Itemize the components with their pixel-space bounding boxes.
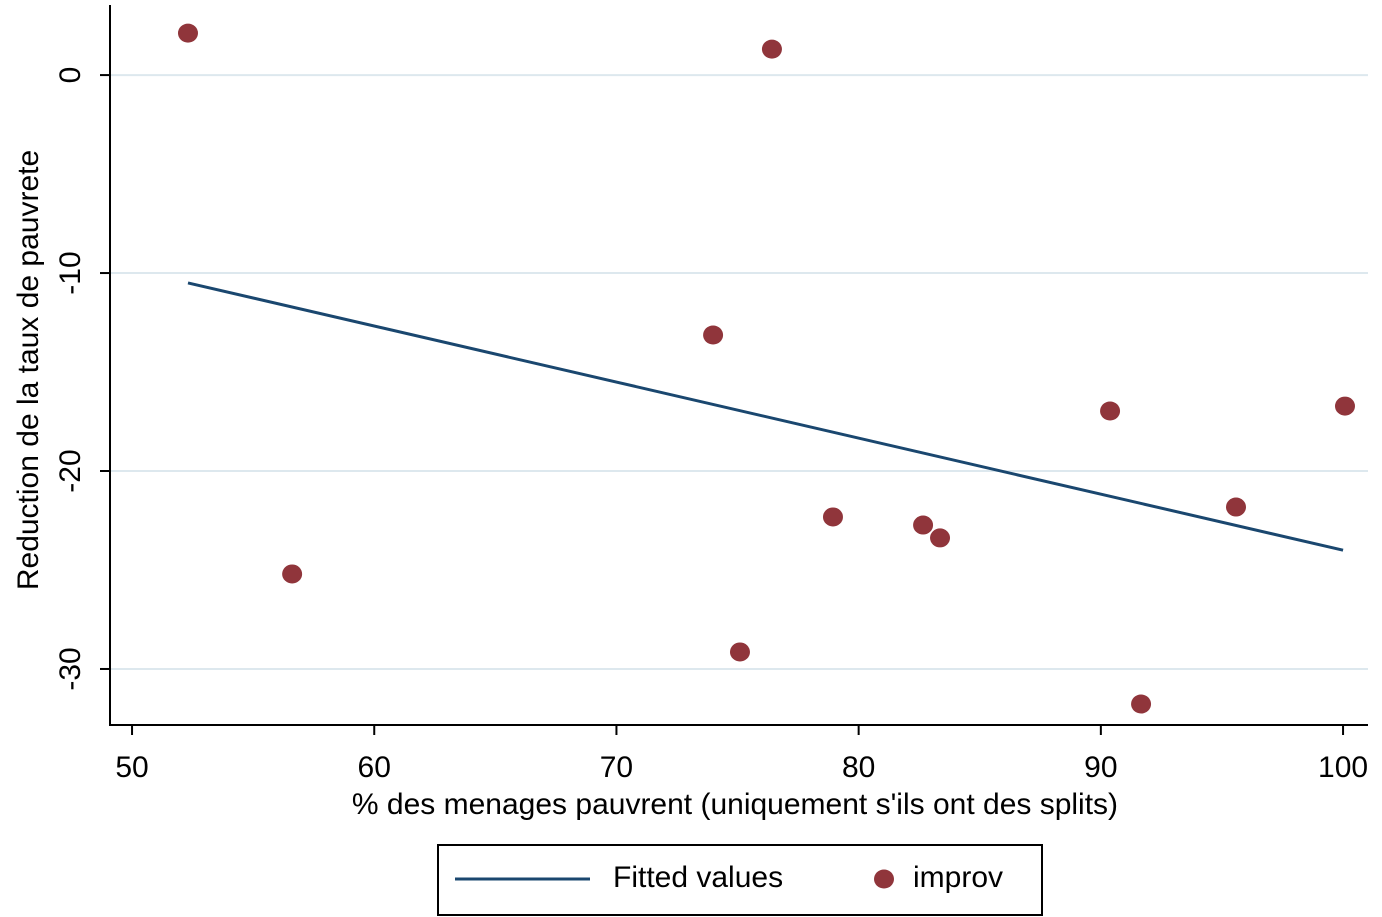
x-tick-label: 60 xyxy=(358,751,391,784)
point xyxy=(282,564,303,584)
y-tick-label: 0 xyxy=(54,67,87,84)
fit-line xyxy=(187,281,1344,552)
y-axis-title: Reduction de la taux de pauvrete xyxy=(12,150,45,590)
legend-label: improv xyxy=(913,861,1003,894)
point xyxy=(761,39,782,59)
x-axis-title: % des menages pauvrent (uniquement s'ils… xyxy=(352,788,1118,821)
point xyxy=(1225,497,1246,517)
point xyxy=(177,23,198,43)
x-tick-label: 90 xyxy=(1084,751,1117,784)
point xyxy=(930,528,951,548)
point xyxy=(703,325,724,345)
point xyxy=(1334,396,1355,416)
x-tick-label: 100 xyxy=(1318,751,1368,784)
point xyxy=(1131,694,1152,714)
x-tick-label: 50 xyxy=(115,751,148,784)
x-tick-label: 70 xyxy=(600,751,633,784)
legend-swatch xyxy=(874,869,894,889)
y-tick-label: -30 xyxy=(54,647,87,690)
point xyxy=(1100,401,1121,421)
point xyxy=(913,515,934,535)
x-tick-label: 80 xyxy=(842,751,875,784)
point xyxy=(729,642,750,662)
legend-label: Fitted values xyxy=(613,861,783,894)
point xyxy=(822,507,843,527)
y-tick-label: -20 xyxy=(54,449,87,492)
y-tick-label: -10 xyxy=(54,251,87,294)
